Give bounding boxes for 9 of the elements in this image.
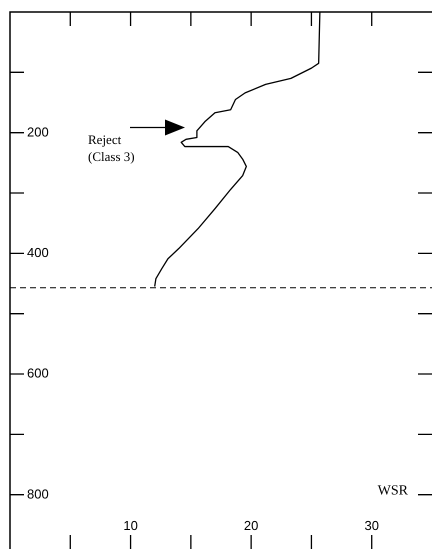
x-axis-title: WSR [378, 483, 409, 498]
y-tick-label: 200 [27, 124, 49, 140]
annotation: Reject (Class 3) [88, 131, 135, 165]
x-tick-label: 10 [123, 518, 138, 534]
x-tick-label: 20 [244, 518, 258, 534]
y-tick-label: 800 [27, 486, 49, 502]
x-tick-label: 30 [364, 518, 379, 534]
y-tick-label: 400 [27, 244, 49, 260]
y-tick-label: 600 [27, 366, 49, 381]
